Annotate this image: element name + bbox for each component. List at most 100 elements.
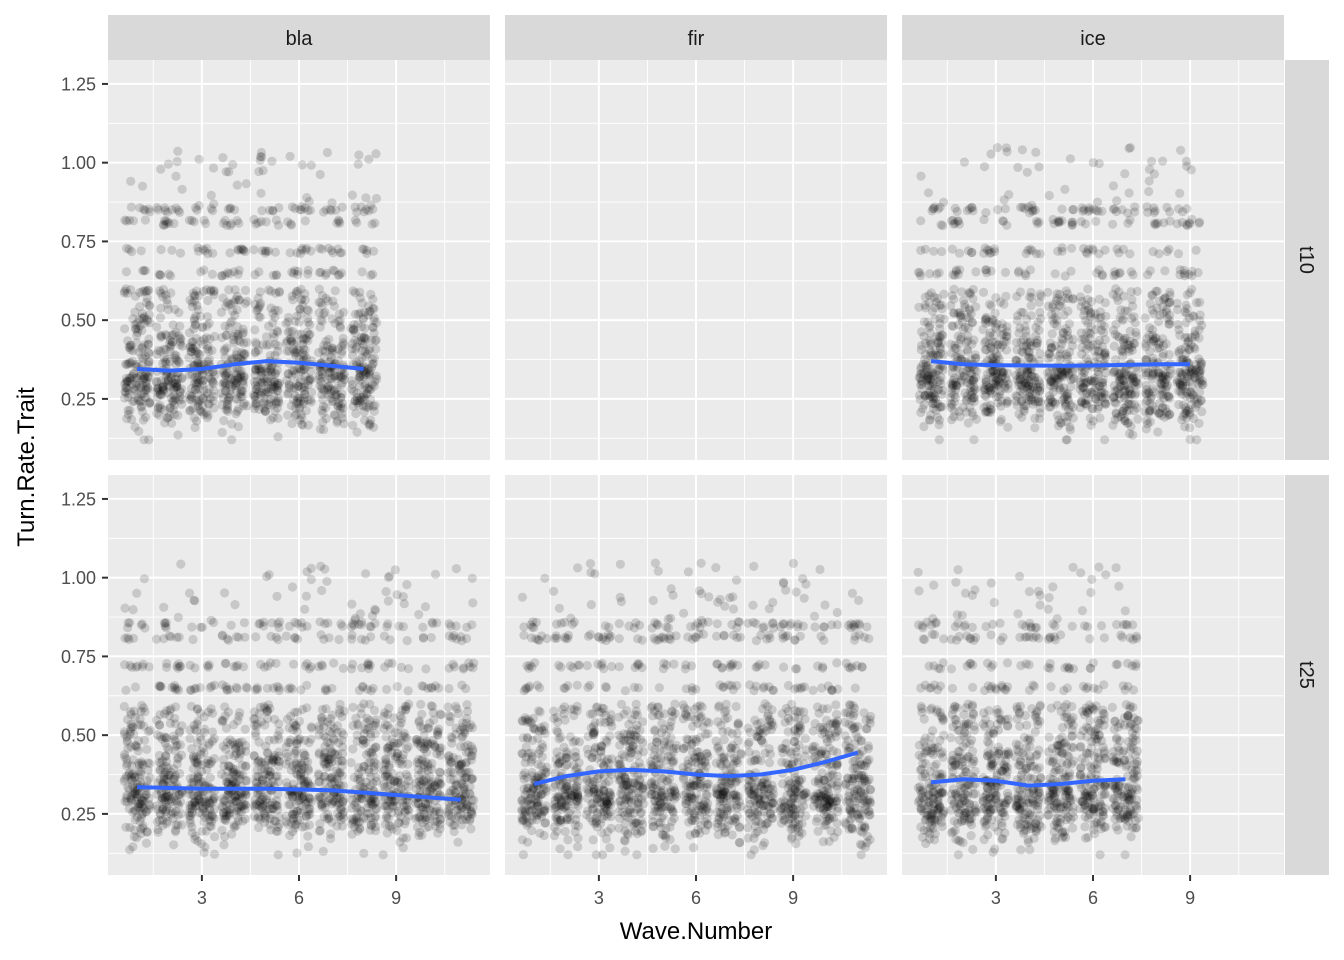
data-point xyxy=(435,819,445,830)
data-point xyxy=(139,373,149,383)
data-point xyxy=(163,159,173,169)
data-point xyxy=(354,150,364,160)
data-point xyxy=(306,563,316,574)
data-point xyxy=(287,792,297,802)
data-point xyxy=(1133,379,1143,389)
data-point xyxy=(1096,312,1106,322)
data-point xyxy=(347,829,357,839)
data-point xyxy=(301,591,311,601)
data-point xyxy=(133,324,143,334)
data-point xyxy=(336,619,346,629)
data-point xyxy=(1133,414,1143,424)
data-point xyxy=(128,842,138,852)
data-point xyxy=(321,336,331,346)
data-point xyxy=(1153,427,1163,437)
data-point xyxy=(297,294,307,304)
data-point xyxy=(156,245,166,255)
data-point xyxy=(1052,321,1062,331)
data-point xyxy=(140,735,150,745)
data-point xyxy=(143,316,153,326)
data-point xyxy=(222,791,232,801)
data-point xyxy=(417,681,427,691)
data-point xyxy=(364,301,374,311)
data-point xyxy=(171,171,181,181)
data-point xyxy=(188,634,198,645)
data-point xyxy=(137,370,147,380)
data-point xyxy=(205,683,215,693)
data-point xyxy=(381,587,391,597)
data-point xyxy=(272,681,282,692)
data-point xyxy=(254,167,264,177)
data-point xyxy=(1108,420,1118,430)
data-point xyxy=(1059,310,1069,320)
data-point xyxy=(260,248,271,258)
data-point xyxy=(144,348,154,358)
data-point xyxy=(177,184,187,194)
data-point xyxy=(241,179,251,189)
data-point xyxy=(138,354,148,364)
data-point xyxy=(339,706,349,716)
data-point xyxy=(1160,371,1170,381)
data-point xyxy=(125,340,135,350)
data-point xyxy=(121,284,131,294)
data-point xyxy=(273,635,283,645)
data-point xyxy=(233,816,244,826)
data-point xyxy=(136,389,146,399)
data-point xyxy=(1043,287,1053,297)
data-point xyxy=(123,385,133,395)
data-point xyxy=(131,662,141,672)
data-point xyxy=(1031,147,1041,157)
data-point xyxy=(469,658,479,668)
data-point xyxy=(185,773,195,783)
data-point xyxy=(1112,386,1122,396)
data-point xyxy=(402,636,412,646)
data-point xyxy=(1067,243,1077,253)
data-point xyxy=(145,397,155,408)
data-point xyxy=(120,379,130,389)
data-point xyxy=(1055,344,1066,354)
data-point xyxy=(384,742,394,752)
data-point xyxy=(160,792,170,803)
data-point xyxy=(347,599,357,609)
data-point xyxy=(1100,435,1110,445)
data-point xyxy=(284,800,294,810)
data-point xyxy=(322,685,332,695)
data-point xyxy=(468,598,478,608)
data-point xyxy=(304,820,314,830)
data-point xyxy=(427,701,437,712)
data-point xyxy=(217,427,227,437)
data-point xyxy=(1160,266,1170,276)
data-point xyxy=(339,419,349,429)
data-point xyxy=(210,832,220,842)
data-point xyxy=(136,396,147,406)
data-point xyxy=(232,684,242,694)
data-point xyxy=(256,216,266,227)
data-point xyxy=(370,606,380,616)
data-point xyxy=(1116,305,1126,315)
data-point xyxy=(128,722,138,732)
data-point xyxy=(128,216,139,226)
data-point xyxy=(130,815,140,825)
data-point xyxy=(317,713,327,724)
data-point xyxy=(250,803,260,813)
data-point xyxy=(285,683,296,693)
data-point xyxy=(297,160,307,170)
data-point xyxy=(135,321,145,331)
data-point xyxy=(206,190,216,200)
data-point xyxy=(139,388,149,398)
data-point xyxy=(970,350,980,360)
data-point xyxy=(327,343,337,353)
data-point xyxy=(1147,156,1157,166)
data-point xyxy=(290,633,300,643)
data-point xyxy=(144,204,154,214)
data-point xyxy=(452,704,462,714)
data-point xyxy=(256,147,266,158)
data-point xyxy=(286,220,297,230)
data-point xyxy=(273,432,283,442)
data-point xyxy=(337,756,347,766)
data-point xyxy=(239,398,249,408)
data-point xyxy=(328,265,338,275)
data-point xyxy=(125,405,135,415)
data-point xyxy=(924,290,934,300)
data-point xyxy=(1110,355,1121,365)
